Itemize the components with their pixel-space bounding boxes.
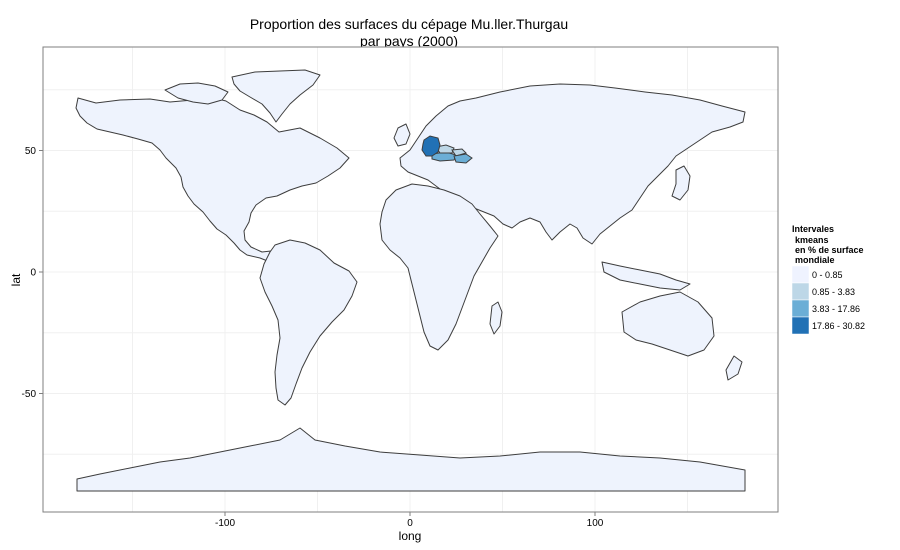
- x-tick-label: 0: [407, 518, 413, 529]
- y-axis: 50 0 -50 lat: [9, 146, 43, 400]
- new-zealand-shape: [725, 355, 743, 381]
- arctic-islands-shape: [164, 82, 229, 105]
- north-america-shape: [75, 96, 350, 264]
- map-title-line-1: Proportion des surfaces du cépage Mu.lle…: [250, 16, 568, 32]
- antarctica-shape: [76, 427, 746, 492]
- highlighted-countries: [421, 135, 473, 164]
- south-america-shape: [259, 239, 358, 406]
- madagascar-shape: [489, 301, 503, 335]
- x-axis: -100 0 100 long: [215, 512, 604, 543]
- legend-title-line-1: Intervales: [792, 224, 834, 234]
- legend-swatch: [791, 316, 810, 335]
- legend-swatch: [791, 265, 810, 284]
- australia-shape: [621, 291, 715, 357]
- x-tick-label: 100: [587, 518, 604, 529]
- legend-item-label: 17.86 - 30.82: [812, 321, 865, 331]
- legend-title-line-4: mondiale: [795, 255, 835, 265]
- japan-shape: [671, 165, 691, 201]
- y-axis-title: lat: [9, 273, 23, 286]
- legend-title-line-2: kmeans: [795, 235, 829, 245]
- legend: Intervales kmeans en % de surface mondia…: [791, 224, 865, 335]
- legend-swatch: [791, 282, 810, 301]
- hungary-shape: [453, 153, 473, 164]
- africa-shape: [379, 183, 499, 351]
- british-isles-shape: [393, 123, 411, 147]
- x-tick-label: -100: [215, 518, 235, 529]
- plot-panel: [42, 46, 779, 513]
- y-tick-label: -50: [22, 389, 37, 400]
- greenland-shape: [231, 69, 321, 123]
- y-tick-label: 0: [30, 268, 36, 279]
- world-landmasses: [75, 69, 746, 492]
- germany-shape: [421, 135, 441, 157]
- legend-title-line-3: en % de surface: [795, 245, 864, 255]
- x-axis-title: long: [399, 529, 422, 543]
- y-tick-label: 50: [25, 146, 37, 157]
- legend-item-label: 0.85 - 3.83: [812, 287, 855, 297]
- legend-swatch: [791, 299, 810, 318]
- legend-item-label: 0 - 0.85: [812, 270, 843, 280]
- legend-item-label: 3.83 - 17.86: [812, 304, 860, 314]
- indonesia-shape: [601, 261, 691, 291]
- slovakia-shape: [451, 148, 467, 157]
- map-title-line-2: par pays (2000): [360, 33, 458, 49]
